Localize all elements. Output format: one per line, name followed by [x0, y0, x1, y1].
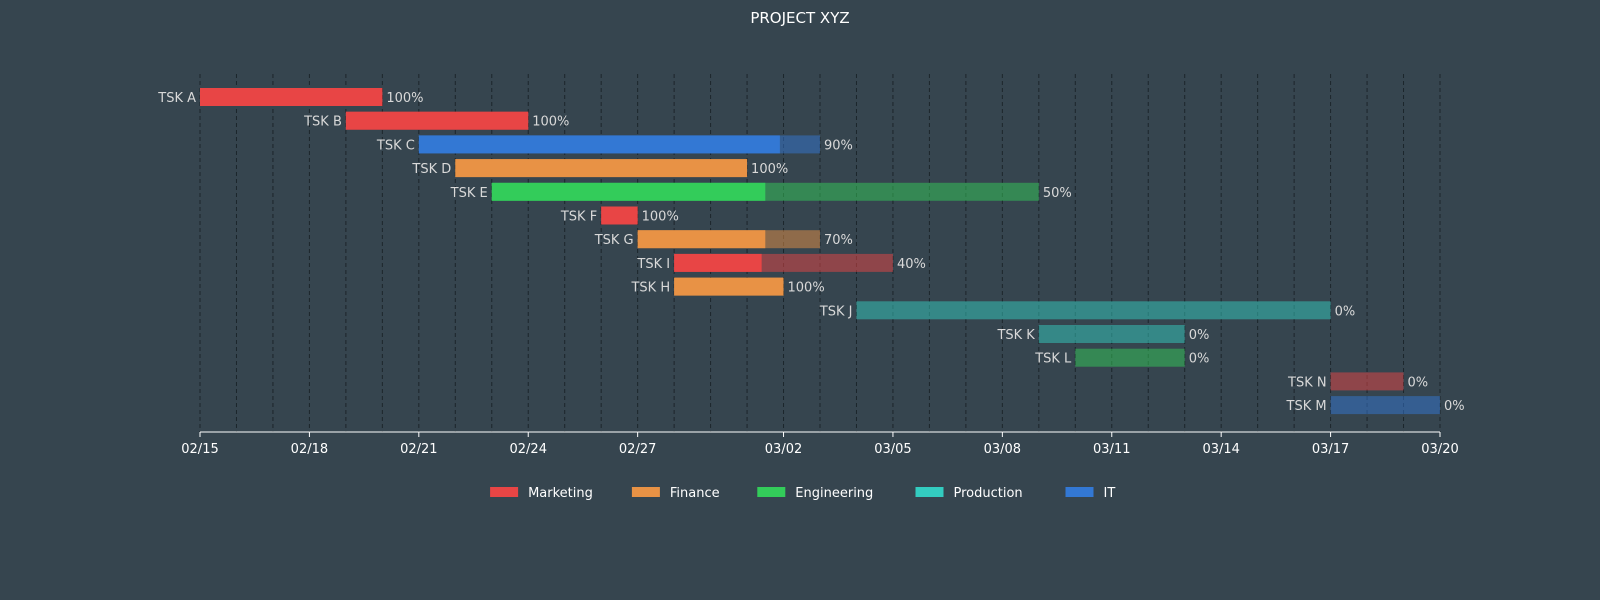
- task-completion-label: 0%: [1189, 352, 1210, 367]
- x-tick-label: 03/20: [1421, 442, 1458, 457]
- task-completion-label: 0%: [1408, 375, 1429, 390]
- task-name-label: TSK F: [560, 210, 597, 225]
- task-name-label: TSK D: [411, 162, 451, 177]
- task-name-label: TSK N: [1287, 375, 1327, 390]
- legend-label: Marketing: [528, 486, 593, 501]
- task-completion-label: 0%: [1189, 328, 1210, 343]
- legend: Marketing Finance Engineering Production IT: [490, 486, 1115, 501]
- grid-lines: [199, 74, 1441, 432]
- task-bar-remaining: [1330, 396, 1440, 415]
- legend-swatch: [631, 487, 660, 497]
- x-tick-label: 03/05: [874, 442, 911, 457]
- task-name-label: TSK G: [594, 233, 634, 248]
- legend-swatch: [915, 487, 944, 497]
- x-tick-label: 03/17: [1312, 442, 1349, 457]
- legend-swatch: [1065, 487, 1094, 497]
- task-completion-label: 100%: [788, 281, 825, 296]
- task-name-label: TSK B: [303, 115, 342, 130]
- task-name-label: TSK I: [636, 257, 670, 272]
- task-name-label: TSK C: [376, 138, 415, 153]
- task-name-label: TSK H: [630, 281, 670, 296]
- legend-label: Engineering: [795, 486, 873, 501]
- task-bar-remaining: [1075, 348, 1185, 367]
- x-tick-label: 03/02: [765, 442, 802, 457]
- x-axis: 02/15 02/18 02/21 02/24 02/27 03/02 03/05 03/08…: [181, 431, 1459, 457]
- x-tick-label: 02/21: [400, 442, 437, 457]
- x-tick-label: 02/27: [619, 442, 656, 457]
- task-completion-label: 70%: [824, 233, 853, 248]
- task-bar-completed: [637, 230, 766, 249]
- task-name-label: TSK J: [819, 304, 853, 319]
- task-bar-completed: [491, 182, 766, 201]
- legend-swatch: [490, 487, 519, 497]
- task-name-label: TSK K: [996, 328, 1035, 343]
- x-tick-label: 02/24: [510, 442, 547, 457]
- task-bar-remaining: [1330, 372, 1404, 391]
- task-completion-label: 100%: [532, 115, 569, 130]
- task-completion-label: 50%: [1043, 186, 1072, 201]
- task-bar-completed: [601, 206, 638, 225]
- chart-title: PROJECT XYZ: [750, 9, 849, 27]
- x-tick-label: 03/08: [984, 442, 1021, 457]
- task-bar-remaining: [856, 301, 1331, 320]
- task-completion-label: 90%: [824, 138, 853, 153]
- task-bar-completed: [345, 111, 529, 130]
- legend-label: Finance: [670, 486, 720, 501]
- task-bars: [200, 88, 1440, 415]
- task-completion-label: 0%: [1444, 399, 1465, 414]
- legend-label: Production: [954, 486, 1023, 501]
- task-completion-label: 100%: [642, 210, 679, 225]
- legend-label: IT: [1104, 486, 1116, 501]
- task-name-label: TSK L: [1034, 352, 1072, 367]
- x-tick-label: 02/15: [181, 442, 218, 457]
- task-completion-label: 40%: [897, 257, 926, 272]
- task-bar-completed: [455, 159, 748, 178]
- task-bar-completed: [418, 135, 780, 154]
- x-tick-label: 03/11: [1093, 442, 1130, 457]
- legend-swatch: [757, 487, 786, 497]
- x-tick-label: 03/14: [1202, 442, 1239, 457]
- task-name-label: TSK M: [1286, 399, 1327, 414]
- task-completion-label: 100%: [386, 91, 423, 106]
- task-bar-completed: [674, 277, 784, 296]
- x-tick-label: 02/18: [291, 442, 328, 457]
- task-name-label: TSK A: [157, 91, 196, 106]
- task-labels: TSK A 100% TSK B 100% TSK C 90% TSK D 100% TSK E…: [157, 91, 1464, 414]
- task-name-label: TSK E: [450, 186, 488, 201]
- task-completion-label: 0%: [1335, 304, 1356, 319]
- task-bar-completed: [674, 253, 762, 272]
- task-bar-completed: [200, 88, 383, 106]
- task-completion-label: 100%: [751, 162, 788, 177]
- task-bar-remaining: [1038, 325, 1185, 343]
